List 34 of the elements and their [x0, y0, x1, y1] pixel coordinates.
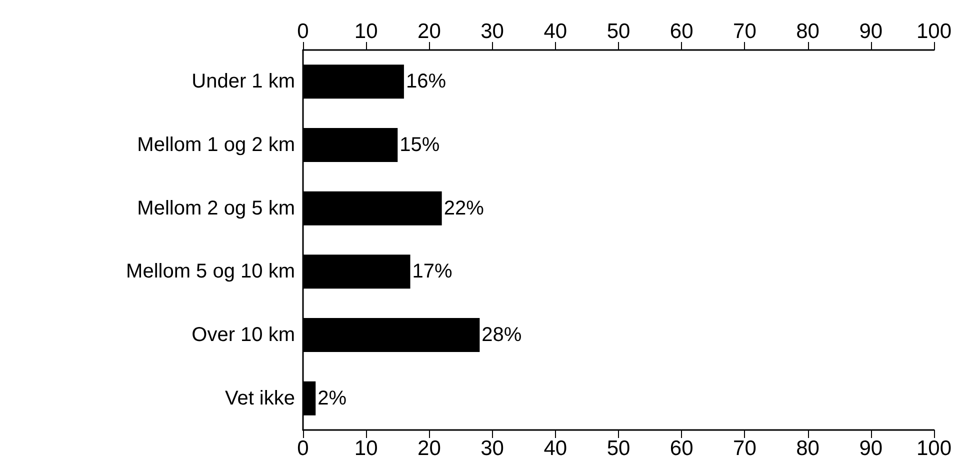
x2-tick-label: 90	[859, 20, 883, 43]
x-tick-label: 70	[733, 437, 756, 460]
x-tick-label: 50	[606, 437, 630, 460]
x-tick-label: 0	[297, 437, 309, 460]
x2-tick-label: 100	[916, 20, 952, 43]
y-tick-label: Mellom 2 og 5 km	[137, 197, 295, 220]
data-label: 15%	[400, 134, 440, 156]
x2-tick-label: 10	[354, 20, 378, 43]
x2-tick-label: 80	[796, 20, 820, 43]
data-label: 2%	[318, 387, 347, 410]
x2-tick-label: 70	[733, 20, 756, 43]
x-tick-label: 20	[418, 437, 441, 460]
x-tick-label: 60	[670, 437, 694, 460]
x2-tick-label: 40	[544, 20, 568, 43]
data-label: 17%	[412, 260, 453, 283]
x2-tick-label: 0	[297, 20, 309, 43]
x-tick-label: 30	[480, 437, 504, 460]
x-tick-label: 100	[916, 437, 952, 460]
x-tick-label: 40	[544, 437, 568, 460]
data-label: 22%	[444, 197, 484, 220]
x-tick-label: 90	[859, 437, 883, 460]
y-tick-label: Vet ikke	[224, 387, 295, 410]
y-tick-label: Over 10 km	[192, 324, 295, 346]
x2-tick-label: 20	[418, 20, 441, 43]
data-label: 28%	[482, 324, 522, 346]
y-tick-label: Under 1 km	[192, 70, 295, 93]
x-tick-label: 10	[354, 437, 378, 460]
x-tick-label: 80	[796, 437, 820, 460]
data-label: 16%	[406, 70, 446, 93]
y-tick-label: Mellom 1 og 2 km	[137, 134, 295, 156]
x2-tick-label: 30	[480, 20, 504, 43]
x2-tick-label: 60	[670, 20, 694, 43]
y-tick-label: Mellom 5 og 10 km	[126, 260, 295, 283]
x2-tick-label: 50	[606, 20, 630, 43]
